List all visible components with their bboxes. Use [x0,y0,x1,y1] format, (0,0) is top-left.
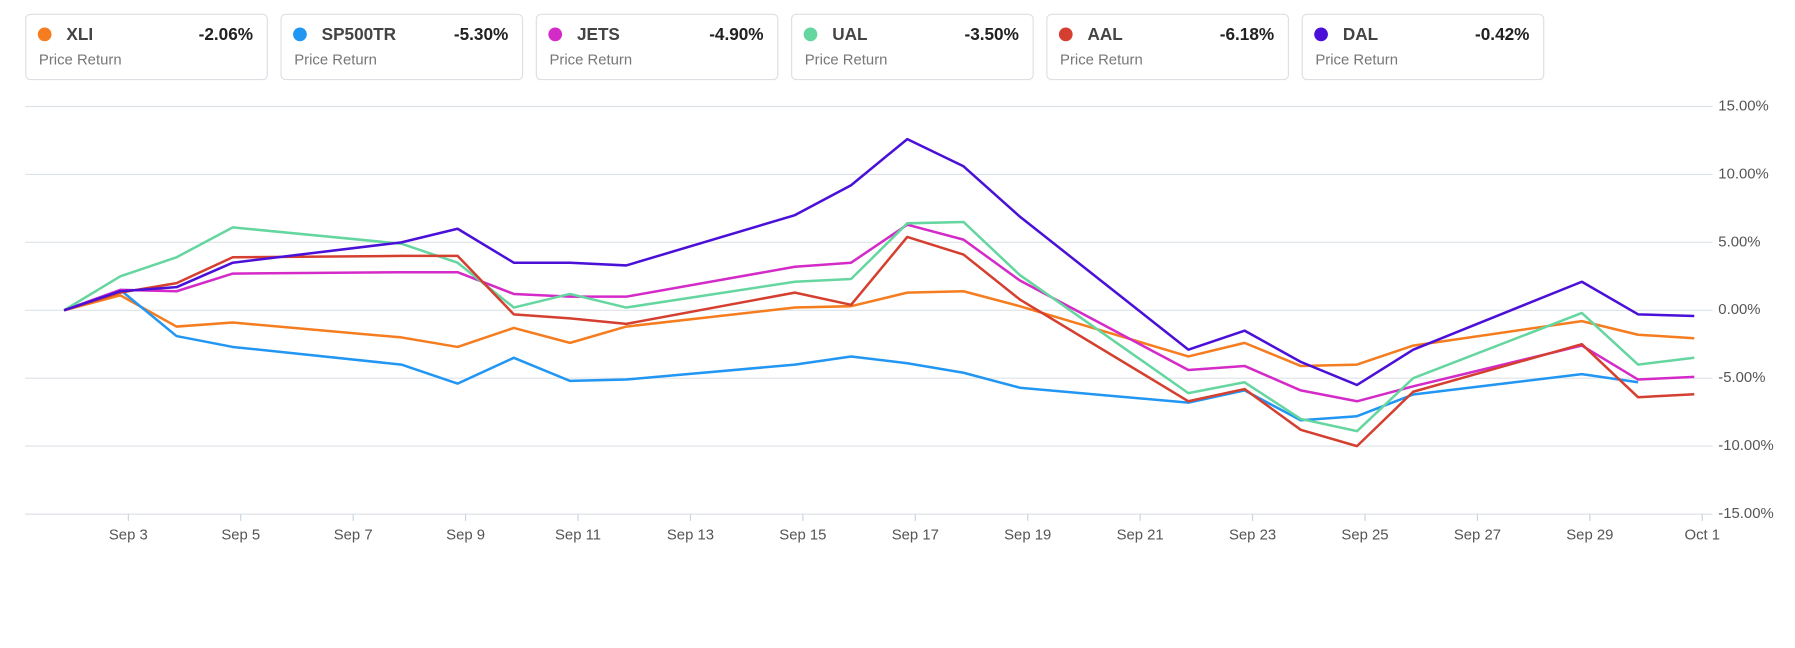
x-tick-label: Sep 15 [779,528,826,544]
x-tick-label: Sep 21 [1117,528,1164,544]
legend-card: AAL -6.18% Price Return [1046,13,1290,81]
x-tick-label: Sep 5 [221,528,260,544]
legend-sublabel: Price Return [549,53,632,69]
y-tick-label: -5.00% [1718,370,1765,386]
x-tick-label: Sep 25 [1341,528,1388,544]
series-line [63,288,1639,422]
legend-name: UAL [832,24,867,44]
legend-card-box [791,13,1034,81]
x-tick-label: Sep 23 [1229,528,1276,544]
y-tick-label: 5.00% [1718,234,1760,250]
legend-dot [1314,27,1328,42]
legend-sublabel: Price Return [294,53,377,69]
y-tick-label: -15.00% [1718,506,1773,522]
legend-dot [1058,27,1073,42]
x-tick-label: Sep 27 [1454,528,1501,544]
legend-card: SP500TR -5.30% Price Return [280,13,524,81]
series-line [63,289,1695,368]
legend-sublabel: Price Return [39,53,122,69]
legend-card: JETS -4.90% Price Return [535,13,779,81]
x-tick-label: Sep 19 [1004,528,1051,544]
series-line [63,137,1695,387]
x-tick-label: Sep 13 [667,528,714,544]
y-tick-label: 15.00% [1718,98,1768,114]
legend-name: SP500TR [322,24,397,44]
legend-dot [803,27,818,42]
y-tick-label: -10.00% [1718,438,1773,454]
x-tick-label: Sep 17 [892,528,939,544]
legend-card-box [280,13,524,81]
legend-change: -2.06% [199,24,253,44]
legend-change: -3.50% [964,24,1018,44]
series-line [63,220,1695,433]
legend-name: AAL [1088,24,1123,44]
legend-card-box [535,13,779,81]
legend-sublabel: Price Return [1315,53,1398,69]
x-tick-label: Sep 3 [109,528,148,544]
x-tick-label: Sep 29 [1566,528,1613,544]
x-tick-label: Sep 11 [555,528,601,544]
legend-card-box [1046,13,1290,81]
legend-sublabel: Price Return [805,53,888,69]
legend-dot [548,27,563,42]
x-tick-label: Sep 9 [446,528,485,544]
y-tick-label: 10.00% [1718,166,1768,182]
legend-change: -6.18% [1220,24,1274,44]
x-tick-label: Sep 7 [334,528,373,544]
legend-dot [37,27,52,42]
legend-dot [293,27,307,42]
legend-change: -0.42% [1475,24,1529,44]
legend-change: -5.30% [454,24,508,44]
legend-card: XLI -2.06% Price Return [25,13,268,81]
legend-name: JETS [577,24,620,44]
legend-card: DAL -0.42% Price Return [1301,13,1545,81]
legend: XLI -2.06% Price Return SP500TR -5.30% Price … [25,13,1545,81]
legend-change: -4.90% [709,24,763,44]
legend-name: XLI [66,24,93,44]
legend-card: UAL -3.50% Price Return [791,13,1034,81]
y-tick-label: 0.00% [1718,302,1760,318]
legend-sublabel: Price Return [1060,53,1143,69]
series-line [63,235,1695,448]
legend-card-box [1301,13,1545,81]
series-line [63,223,1695,403]
legend-name: DAL [1343,24,1378,44]
legend-card-box [25,13,268,81]
x-tick-label: Oct 1 [1685,528,1721,544]
